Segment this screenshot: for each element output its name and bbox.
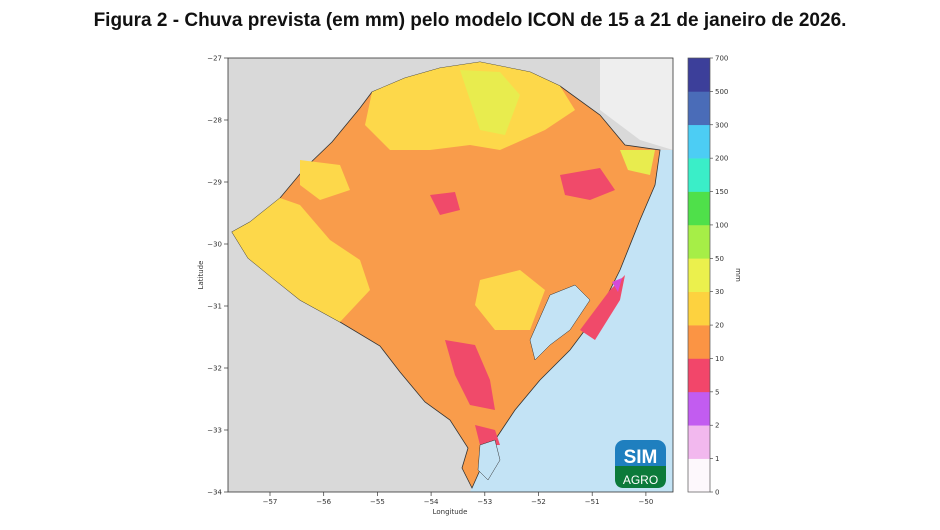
rain-yellow-zones [232,62,655,330]
colorbar-segment [688,258,710,292]
colorbar-segment [688,158,710,192]
y-tick-label: −27 [207,55,222,63]
colorbar-tick-label: 300 [715,121,728,129]
colorbar-tick-label: 20 [715,322,724,330]
colorbar-tick-label: 2 [715,422,719,430]
colorbar-tick-label: 500 [715,88,728,96]
colorbar-segment [688,358,710,393]
colorbar-tick-label: 700 [715,55,728,63]
y-tick-label: −32 [207,365,222,373]
plot-area [227,57,674,493]
y-tick-label: −31 [207,303,222,311]
colorbar-segment [688,124,710,159]
plot-frame [227,57,674,493]
colorbar-segment [688,91,710,126]
x-tick-label: −50 [639,498,654,506]
simagro-logo: SIM AGRO [615,440,666,488]
colorbar-segment [688,291,710,326]
santa-catarina [600,58,673,150]
y-axis: −27 −28 −29 −30 −31 −32 −33 −34 [207,55,228,497]
y-tick-label: −30 [207,241,222,249]
y-axis-label: Latitude [197,261,205,290]
colorbar-segment [688,224,710,259]
colorbar-segment [688,425,710,459]
colorbar-tick-label: 10 [715,355,724,363]
ocean [470,150,673,492]
x-axis-label: Longitude [433,508,468,516]
colorbar-segment [688,191,710,226]
colorbar-segment [688,391,710,426]
colorbar-label: mm [734,268,742,282]
y-tick-label: −33 [207,427,222,435]
y-tick-label: −28 [207,117,222,125]
colorbar-tick-label: 150 [715,188,728,196]
logo-text-sim: SIM [624,447,658,468]
x-tick-label: −54 [424,498,439,506]
y-tick-label: −34 [207,489,222,497]
x-tick-label: −53 [477,498,492,506]
x-tick-label: −55 [370,498,385,506]
colorbar-tick-label: 1 [715,455,719,463]
colorbar-tick-label: 50 [715,255,724,263]
colorbar-segment [688,458,710,493]
colorbar-tick-label: 100 [715,221,728,229]
colorbar: 0 1 2 5 10 20 30 50 100 150 200 300 500 700 [687,55,728,497]
lagoons [477,284,591,481]
logo-text-agro: AGRO [623,473,658,487]
colorbar-frame [687,57,711,493]
colorbar-tick-label: 30 [715,288,724,296]
x-tick-label: −57 [263,498,278,506]
x-tick-label: −52 [531,498,546,506]
figure-title: Figura 2 - Chuva prevista (em mm) pelo m… [93,10,847,31]
x-tick-label: −56 [316,498,331,506]
rain-red-zones [430,168,625,445]
x-axis: −57 −56 −55 −54 −53 −52 −51 −50 [263,492,654,506]
x-tick-label: −51 [585,498,600,506]
colorbar-segment [688,325,710,359]
colorbar-tick-label: 0 [715,489,719,497]
colorbar-tick-label: 5 [715,388,719,396]
colorbar-segment [688,58,710,92]
colorbar-tick-label: 200 [715,155,728,163]
y-tick-label: −29 [207,179,222,187]
